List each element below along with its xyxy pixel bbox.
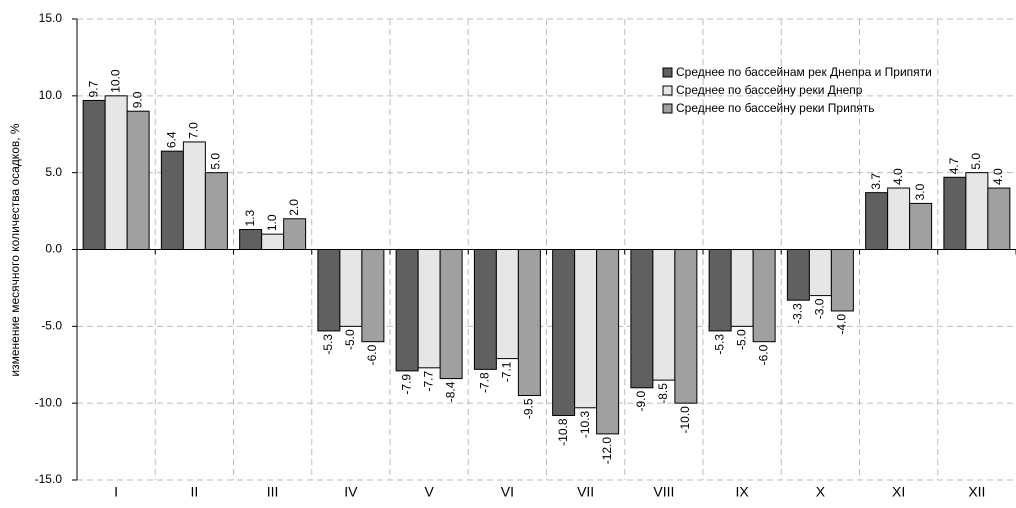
value-label: 3.7 [869, 173, 883, 190]
x-tick-label: XII [968, 484, 985, 500]
value-label: 10.0 [108, 69, 122, 93]
bar [160, 150, 184, 250]
legend-swatch [662, 85, 673, 96]
x-tick-label: VI [501, 484, 514, 500]
bar [865, 192, 889, 250]
value-label: 5.0 [209, 153, 223, 170]
value-label: -7.8 [478, 372, 492, 393]
value-label: 1.3 [243, 210, 257, 227]
value-label: -5.0 [343, 329, 357, 350]
value-label: -7.1 [500, 361, 514, 382]
bar [830, 249, 854, 312]
bar [965, 172, 989, 251]
value-label: -12.0 [600, 437, 614, 465]
value-label: -6.0 [756, 344, 770, 365]
x-tick-label: VII [577, 484, 594, 500]
value-label: -4.0 [835, 314, 849, 335]
value-label: 4.0 [991, 168, 1005, 185]
y-axis-label: изменение месячного количества осадков, … [8, 123, 22, 376]
y-tick-label: 15.0 [39, 11, 63, 25]
bar [82, 99, 106, 251]
value-label: -10.3 [578, 410, 592, 438]
y-tick-label: -5.0 [41, 319, 62, 333]
bar [987, 187, 1011, 251]
bar [126, 110, 150, 250]
value-label: -10.0 [678, 406, 692, 434]
value-label: -6.0 [365, 344, 379, 365]
bar [630, 249, 654, 389]
value-label: 7.0 [187, 122, 201, 139]
y-tick-label: -15.0 [35, 472, 63, 486]
value-label: -9.5 [522, 398, 536, 419]
bar [730, 249, 754, 327]
value-label: 4.7 [947, 157, 961, 174]
bar [239, 229, 263, 250]
bar [417, 249, 441, 369]
bar [808, 249, 832, 297]
value-label: 9.0 [130, 91, 144, 108]
x-tick-label: IX [736, 484, 750, 500]
bar [708, 249, 732, 332]
value-label: -8.4 [443, 381, 457, 402]
bar [943, 176, 967, 251]
bar [552, 249, 576, 416]
legend-swatch [662, 103, 673, 114]
value-label: 9.7 [86, 80, 100, 97]
bar [652, 249, 676, 381]
x-tick-label: X [816, 484, 826, 500]
value-label: -7.9 [399, 374, 413, 395]
value-label: 6.4 [165, 131, 179, 148]
value-label: -9.0 [634, 390, 648, 411]
bar [473, 249, 497, 370]
y-tick-label: 10.0 [39, 88, 63, 102]
legend-label: Среднее по бассейну реки Припять [676, 101, 875, 115]
bar [204, 172, 228, 251]
value-label: -10.8 [556, 418, 570, 446]
y-tick-label: -10.0 [35, 395, 63, 409]
bar [887, 187, 911, 251]
bar [339, 249, 363, 327]
value-label: 1.0 [265, 214, 279, 231]
bar [574, 249, 598, 409]
legend-label: Среднее по бассейну реки Днепр [676, 83, 863, 97]
value-label: 4.0 [891, 168, 905, 185]
x-tick-label: XI [892, 484, 905, 500]
value-label: 5.0 [969, 153, 983, 170]
bar [786, 249, 810, 301]
value-label: -5.3 [712, 334, 726, 355]
x-tick-label: I [114, 484, 118, 500]
value-label: -3.3 [791, 303, 805, 324]
bar [182, 141, 206, 250]
value-label: -7.7 [421, 371, 435, 392]
bar [104, 95, 128, 251]
y-tick-label: 0.0 [45, 242, 62, 256]
value-label: -8.5 [656, 383, 670, 404]
value-label: -3.0 [813, 298, 827, 319]
x-tick-label: V [424, 484, 434, 500]
x-tick-label: II [190, 484, 198, 500]
bar [283, 218, 307, 250]
x-tick-label: IV [344, 484, 358, 500]
bar [261, 233, 285, 250]
value-label: 3.0 [913, 183, 927, 200]
value-label: -5.0 [734, 329, 748, 350]
bar [361, 249, 385, 343]
bar [395, 249, 419, 372]
bar [517, 249, 541, 396]
bar [317, 249, 341, 332]
bar [495, 249, 519, 360]
x-tick-label: III [267, 484, 279, 500]
legend-label: Среднее по бассейнам рек Днепра и Припят… [676, 65, 932, 79]
legend-swatch [662, 67, 673, 78]
value-label: -5.3 [321, 334, 335, 355]
bar [909, 202, 933, 250]
bar [752, 249, 776, 343]
x-tick-label: VIII [653, 484, 674, 500]
bar [439, 249, 463, 380]
value-label: 2.0 [287, 199, 301, 216]
y-tick-label: 5.0 [45, 165, 62, 179]
bar [596, 249, 620, 435]
bar [674, 249, 698, 404]
